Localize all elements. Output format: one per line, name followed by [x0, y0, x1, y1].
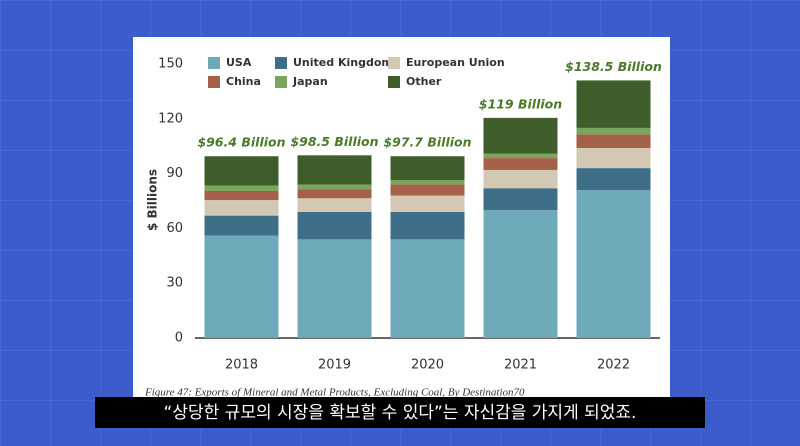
y-tick-label: 90 — [166, 166, 183, 181]
bar-segment — [204, 215, 279, 236]
bar-segment — [390, 156, 465, 180]
bar-segment — [576, 127, 651, 135]
bar-segment — [297, 155, 372, 185]
y-tick-label: 0 — [175, 331, 183, 346]
total-label: $98.5 Billion — [290, 134, 378, 149]
bar-segment — [483, 117, 558, 154]
bar-segment — [204, 200, 279, 216]
bar-segment — [297, 184, 372, 190]
bar-segment — [390, 184, 465, 196]
legend-swatch — [208, 57, 220, 69]
total-label: $96.4 Billion — [197, 135, 285, 150]
bar-segment — [483, 153, 558, 159]
y-tick-label: 150 — [158, 57, 183, 72]
legend-label: Japan — [292, 75, 328, 88]
y-axis-title: $ Billions — [146, 169, 160, 231]
plot: 0 30 60 90 120 150 2018 $96.4 Billion 2019 $98.5 … — [158, 56, 662, 373]
legend-label: China — [226, 75, 261, 88]
bar-segment — [390, 239, 465, 338]
bar-segment — [483, 158, 558, 170]
bar-segment — [576, 190, 651, 338]
bar-segment — [390, 211, 465, 240]
bar-segment — [483, 169, 558, 189]
x-tick-label: 2020 — [411, 358, 444, 373]
total-label: $97.7 Billion — [383, 135, 471, 150]
total-label: $119 Billion — [479, 96, 562, 111]
y-tick-label: 60 — [166, 221, 183, 236]
legend-swatch — [388, 76, 400, 88]
bar-segment — [204, 156, 279, 186]
bar-segment — [483, 210, 558, 338]
legend-label: USA — [226, 56, 252, 69]
legend-swatch — [208, 76, 220, 88]
x-tick-label: 2021 — [504, 358, 537, 373]
subtitle: “상당한 규모의 시장을 확보할 수 있다”는 자신감을 가지게 되었죠. — [164, 403, 637, 423]
legend-label: European Union — [406, 56, 505, 69]
bar-segment — [297, 198, 372, 212]
bar-segment — [204, 185, 279, 191]
bar-segment — [390, 179, 465, 185]
bar-segment — [204, 235, 279, 338]
y-tick-label: 120 — [158, 111, 183, 126]
legend-swatch — [275, 76, 287, 88]
legend-label: United Kingdom — [293, 56, 393, 69]
x-tick-label: 2019 — [318, 358, 351, 373]
caption: Figure 47: Exports of Mineral and Metal … — [144, 387, 525, 399]
legend-swatch — [388, 57, 400, 69]
bar-segment — [390, 195, 465, 212]
bar-segment — [483, 188, 558, 211]
bar-segment — [297, 239, 372, 338]
total-label: $138.5 Billion — [565, 59, 662, 74]
legend-label: Other — [406, 75, 442, 88]
bar-segment — [576, 134, 651, 149]
bar-segment — [204, 190, 279, 201]
subtitle-box — [95, 397, 705, 428]
bar-segment — [576, 168, 651, 191]
bar-segment — [297, 189, 372, 199]
x-tick-label: 2022 — [597, 358, 630, 373]
legend-swatch — [275, 57, 287, 69]
y-tick-label: 30 — [166, 276, 183, 291]
bar-segment — [576, 80, 651, 128]
x-tick-label: 2018 — [225, 358, 258, 373]
bar-segment — [576, 148, 651, 169]
bar-segment — [297, 211, 372, 240]
